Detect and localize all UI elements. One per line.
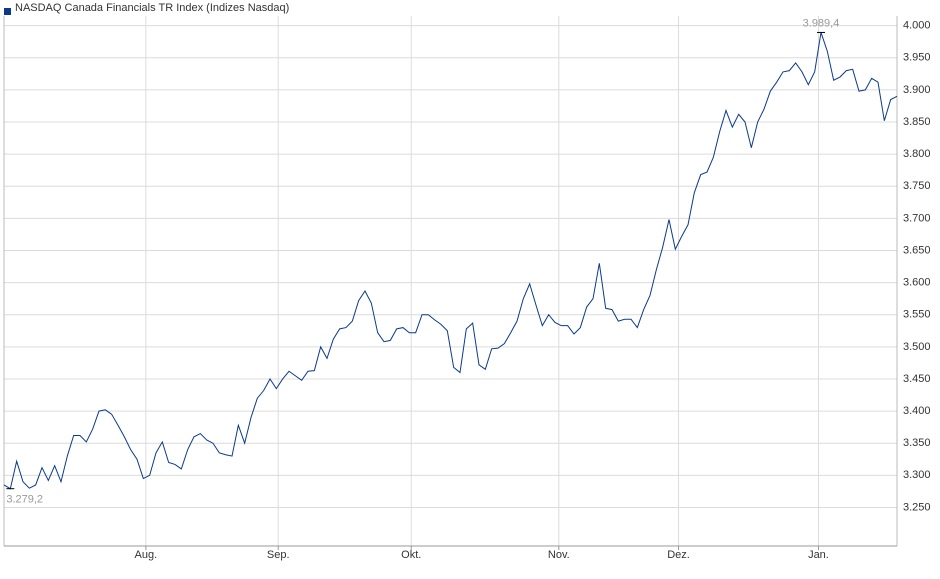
y-tick-label: 3.600 (903, 277, 931, 289)
x-tick-label: Aug. (135, 549, 158, 561)
y-tick-label: 3.700 (903, 212, 931, 224)
y-tick-label: 3.650 (903, 244, 931, 256)
y-tick-label: 3.550 (903, 309, 931, 321)
legend-swatch (4, 8, 11, 15)
y-tick-label: 3.400 (903, 405, 931, 417)
y-tick-label: 3.450 (903, 373, 931, 385)
y-tick-label: 3.250 (903, 501, 931, 513)
x-tick-label: Jan. (808, 549, 829, 561)
x-tick-label: Dez. (667, 549, 690, 561)
annotation: 3.989,4 (803, 17, 840, 29)
x-tick-label: Nov. (548, 549, 570, 561)
price-line (3, 32, 898, 490)
x-tick-label: Sep. (267, 549, 290, 561)
y-tick-label: 3.900 (903, 84, 931, 96)
y-tick-label: 3.300 (903, 469, 931, 481)
y-tick-label: 4.000 (903, 20, 931, 32)
y-tick-label: 3.850 (903, 116, 931, 128)
y-tick-label: 3.800 (903, 148, 931, 160)
y-tick-label: 3.500 (903, 341, 931, 353)
legend-label: NASDAQ Canada Financials TR Index (Indiz… (15, 2, 289, 14)
y-tick-label: 3.950 (903, 52, 931, 64)
x-tick-label: Okt. (401, 549, 421, 561)
y-tick-label: 3.750 (903, 180, 931, 192)
annotation: 3.279,2 (6, 494, 43, 506)
y-tick-label: 3.350 (903, 437, 931, 449)
